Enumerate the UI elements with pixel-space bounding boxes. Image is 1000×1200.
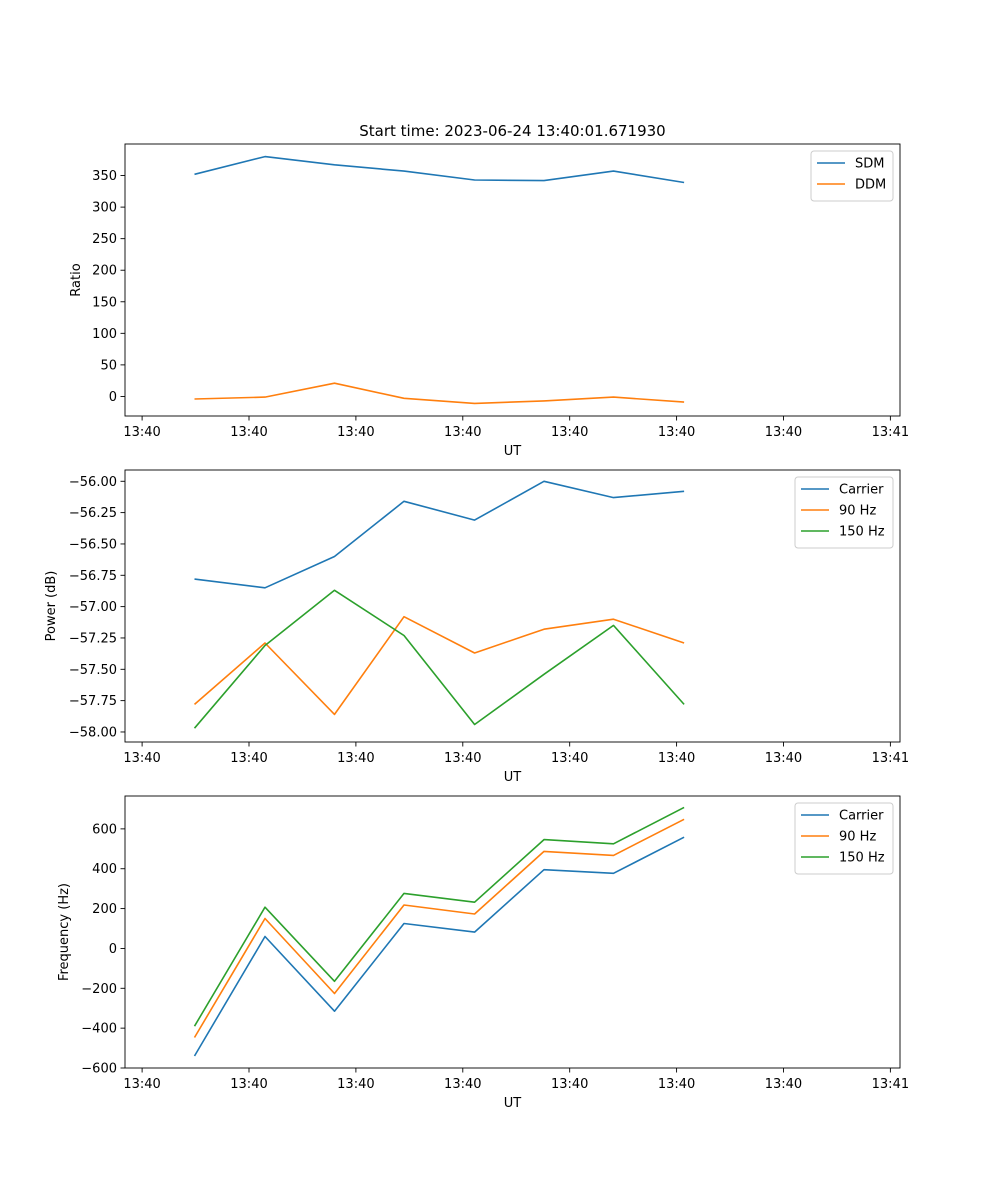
legend: Carrier 90 Hz 150 Hz: [794, 476, 894, 549]
x-tick-label: 13:40: [123, 425, 160, 440]
y-tick-label: 200: [92, 902, 117, 917]
y-tick-label: −400: [81, 1022, 117, 1037]
x-tick-label: 13:40: [658, 1077, 695, 1092]
y-tick-label: 350: [92, 169, 117, 184]
y-tick-label: −200: [81, 982, 117, 997]
x-tick-label: 13:40: [551, 425, 588, 440]
legend-label: 150 Hz: [839, 851, 885, 866]
y-tick-label: 100: [92, 327, 117, 342]
x-tick-label: 13:40: [230, 1077, 267, 1092]
x-tick-label: 13:40: [337, 425, 374, 440]
y-tick-label: 600: [92, 822, 117, 837]
series-line-2: [193, 818, 685, 1038]
legend-label: SDM: [855, 157, 884, 172]
y-tick-label: −56.00: [69, 475, 117, 490]
x-tick-label: 13:41: [872, 1077, 909, 1092]
x-tick-label: 13:41: [872, 425, 909, 440]
legend-label: Carrier: [839, 809, 884, 824]
y-tick-label: −57.00: [69, 600, 117, 615]
y-tick-label: −57.25: [69, 631, 117, 646]
y-tick-label: 250: [92, 232, 117, 247]
x-tick-label: 13:40: [337, 751, 374, 766]
y-axis-label: Power (dB): [44, 571, 59, 642]
subplot-3: 13:40 13:40 13:40 13:40 13:40 13:40 13:40 13:41…: [57, 795, 909, 1111]
series-line-1: [194, 155, 685, 184]
legend: SDM DDM: [810, 150, 894, 202]
x-tick-label: 13:40: [444, 751, 481, 766]
y-tick-label: 50: [100, 358, 117, 373]
y-axis-label: Frequency (Hz): [57, 883, 72, 981]
y-tick-label: 300: [92, 201, 117, 216]
x-tick-label: 13:40: [337, 1077, 374, 1092]
x-tick-label: 13:40: [658, 751, 695, 766]
series-line-2: [194, 382, 685, 405]
legend-label: Carrier: [839, 483, 884, 498]
y-tick-label: −57.75: [69, 694, 117, 709]
x-tick-label: 13:40: [230, 751, 267, 766]
x-tick-label: 13:40: [123, 751, 160, 766]
legend-label: 90 Hz: [839, 504, 876, 519]
y-tick-label: 200: [92, 264, 117, 279]
x-tick-label: 13:40: [444, 425, 481, 440]
subplot-panels: 13:40 13:40 13:40 13:40 13:40 13:40 13:40 13:41…: [44, 143, 909, 1111]
x-axis-label: UT: [504, 444, 522, 459]
y-tick-label: 400: [92, 862, 117, 877]
x-axis-label: UT: [504, 1096, 522, 1111]
legend-label: 90 Hz: [839, 830, 876, 845]
y-axis-label: Ratio: [69, 263, 84, 296]
x-tick-label: 13:41: [872, 751, 909, 766]
x-tick-label: 13:40: [444, 1077, 481, 1092]
x-axis-label: UT: [504, 770, 522, 785]
legend-label: DDM: [855, 178, 886, 193]
y-tick-label: −56.75: [69, 569, 117, 584]
series-line-3: [193, 806, 685, 1027]
y-tick-label: 0: [109, 942, 117, 957]
y-tick-label: 150: [92, 295, 117, 310]
y-tick-label: −56.25: [69, 506, 117, 521]
series-line-2: [193, 615, 685, 716]
y-tick-label: 0: [109, 390, 117, 405]
x-tick-label: 13:40: [765, 1077, 802, 1092]
axes-frame: [124, 143, 901, 417]
y-tick-label: −56.50: [69, 537, 117, 552]
series-line-1: [193, 836, 685, 1057]
y-tick-label: −600: [81, 1062, 117, 1077]
x-tick-label: 13:40: [551, 1077, 588, 1092]
x-tick-label: 13:40: [123, 1077, 160, 1092]
legend-label: 150 Hz: [839, 525, 885, 540]
axes-frame: [124, 795, 901, 1069]
axes-frame: [124, 469, 901, 743]
subplot-1: 13:40 13:40 13:40 13:40 13:40 13:40 13:40 13:41…: [69, 143, 909, 459]
series-line-3: [193, 589, 685, 729]
chart-title: Start time: 2023-06-24 13:40:01.671930: [359, 122, 665, 140]
y-tick-label: −58.00: [69, 725, 117, 740]
legend: Carrier 90 Hz 150 Hz: [794, 802, 894, 875]
subplot-2: 13:40 13:40 13:40 13:40 13:40 13:40 13:40 13:41…: [44, 469, 909, 785]
x-tick-label: 13:40: [658, 425, 695, 440]
y-tick-label: −57.50: [69, 663, 117, 678]
x-tick-label: 13:40: [230, 425, 267, 440]
x-tick-label: 13:40: [765, 425, 802, 440]
x-tick-label: 13:40: [551, 751, 588, 766]
series-line-1: [194, 480, 685, 589]
x-tick-label: 13:40: [765, 751, 802, 766]
